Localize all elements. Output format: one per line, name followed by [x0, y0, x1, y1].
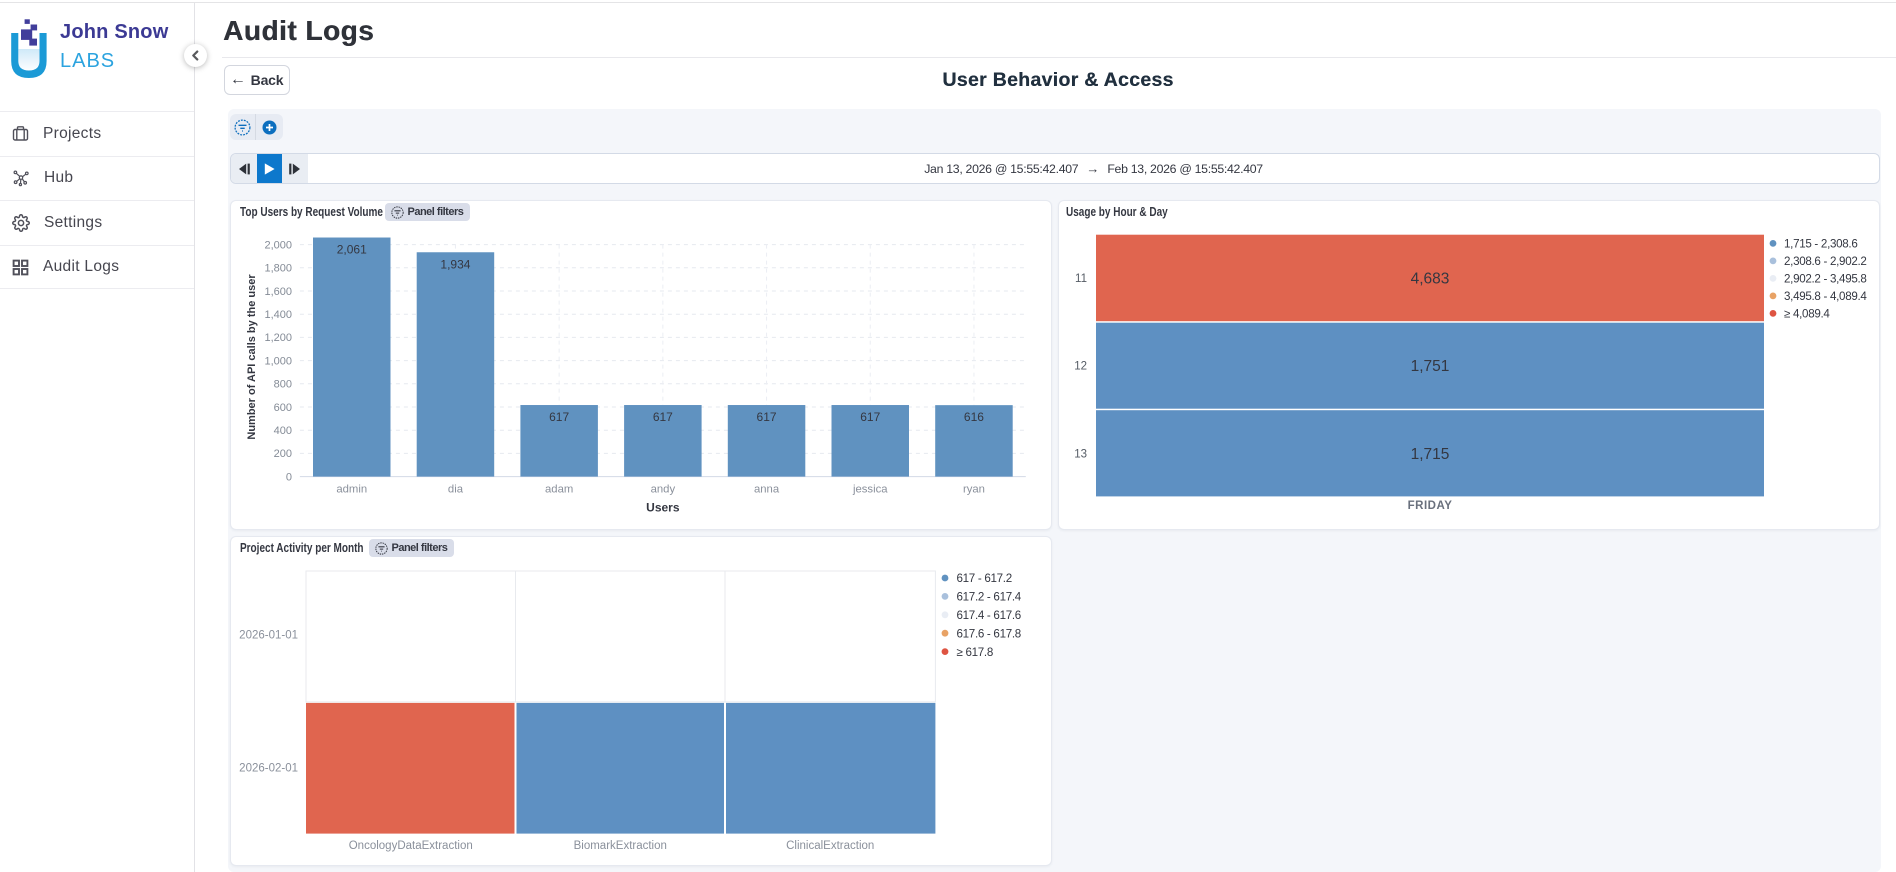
svg-text:617: 617: [653, 410, 673, 424]
svg-text:617.4 - 617.6: 617.4 - 617.6: [957, 609, 1021, 622]
svg-text:12: 12: [1074, 361, 1087, 373]
svg-text:1,751: 1,751: [1411, 358, 1450, 375]
svg-text:1,715: 1,715: [1411, 446, 1450, 463]
svg-text:11: 11: [1075, 273, 1087, 285]
svg-text:jessica: jessica: [852, 484, 888, 496]
svg-text:2,902.2 - 3,495.8: 2,902.2 - 3,495.8: [1784, 273, 1867, 286]
svg-text:617.2 - 617.4: 617.2 - 617.4: [957, 591, 1022, 604]
svg-text:617: 617: [860, 410, 880, 424]
svg-text:BiomarkExtraction: BiomarkExtraction: [574, 840, 667, 852]
svg-text:4,683: 4,683: [1411, 270, 1450, 287]
svg-text:13: 13: [1074, 448, 1087, 460]
svg-text:Users: Users: [646, 501, 680, 515]
svg-text:OncologyDataExtraction: OncologyDataExtraction: [349, 840, 473, 852]
svg-text:ClinicalExtraction: ClinicalExtraction: [786, 840, 874, 852]
svg-text:admin: admin: [336, 484, 367, 496]
svg-text:1,000: 1,000: [264, 355, 292, 367]
svg-text:1,715 - 2,308.6: 1,715 - 2,308.6: [1784, 238, 1858, 251]
svg-text:1,800: 1,800: [264, 263, 292, 275]
svg-text:617: 617: [549, 410, 569, 424]
svg-text:800: 800: [274, 379, 292, 391]
svg-text:2,308.6 - 2,902.2: 2,308.6 - 2,902.2: [1784, 255, 1867, 268]
svg-text:616: 616: [964, 410, 984, 424]
svg-text:≥ 4,089.4: ≥ 4,089.4: [1784, 308, 1830, 321]
svg-text:Number of API calls by the use: Number of API calls by the user: [246, 274, 258, 440]
svg-text:617.6 - 617.8: 617.6 - 617.8: [957, 627, 1021, 640]
svg-text:617 - 617.2: 617 - 617.2: [957, 572, 1012, 585]
svg-text:200: 200: [274, 448, 292, 460]
svg-text:2026-02-01: 2026-02-01: [239, 763, 298, 775]
svg-text:1,200: 1,200: [264, 332, 292, 344]
svg-text:2,000: 2,000: [264, 239, 292, 251]
svg-text:≥ 617.8: ≥ 617.8: [957, 646, 994, 659]
svg-text:dia: dia: [448, 484, 464, 496]
svg-text:1,934: 1,934: [440, 257, 470, 271]
svg-text:andy: andy: [651, 484, 676, 496]
svg-text:3,495.8 - 4,089.4: 3,495.8 - 4,089.4: [1784, 290, 1867, 303]
svg-text:adam: adam: [545, 484, 573, 496]
svg-text:1,600: 1,600: [264, 286, 292, 298]
svg-text:ryan: ryan: [963, 484, 985, 496]
svg-text:617: 617: [757, 410, 777, 424]
svg-text:1,400: 1,400: [264, 309, 292, 321]
svg-text:2,061: 2,061: [337, 243, 367, 257]
svg-text:FRIDAY: FRIDAY: [1408, 500, 1453, 512]
svg-text:400: 400: [274, 425, 292, 437]
svg-text:0: 0: [286, 471, 292, 483]
svg-text:600: 600: [274, 402, 292, 414]
svg-text:2026-01-01: 2026-01-01: [239, 630, 298, 642]
svg-text:anna: anna: [754, 484, 780, 496]
